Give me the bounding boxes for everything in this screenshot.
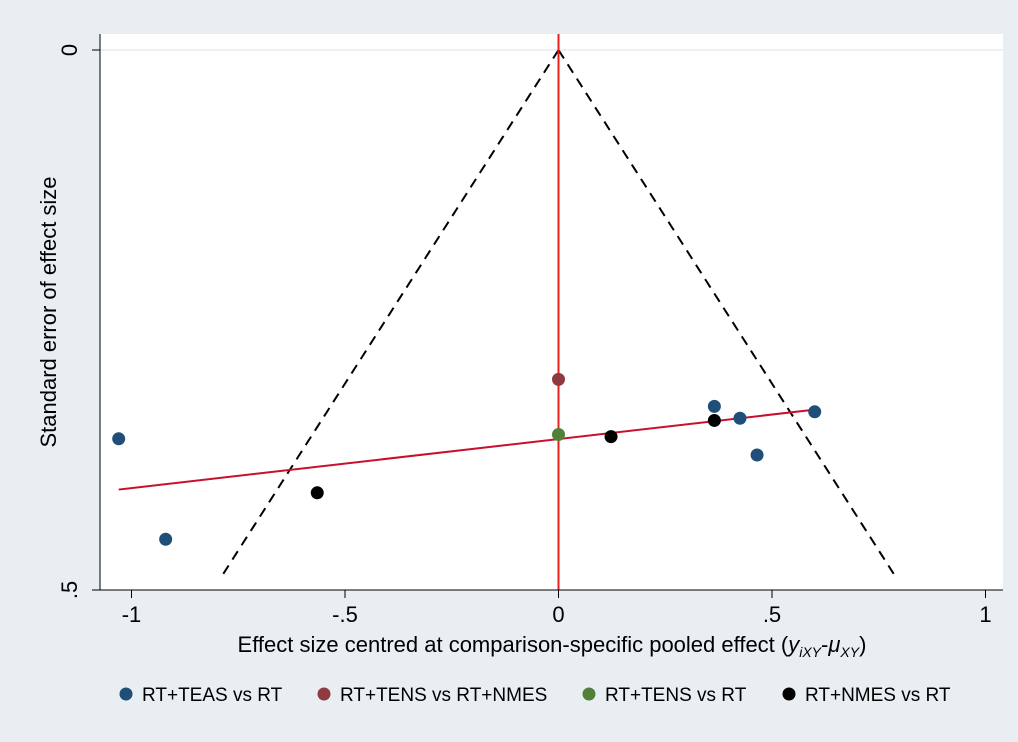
axes-layer (99, 34, 1003, 591)
legend-marker-0 (119, 687, 133, 701)
data-point-series-0-1 (159, 532, 173, 546)
y-ticks: 0.5 (57, 44, 100, 599)
x-tick-label-0: -1 (122, 602, 142, 627)
data-point-series-0-2 (707, 399, 721, 413)
funnel-right-line (557, 49, 895, 575)
legend: RT+TEAS vs RT RT+TENS vs RT+NMES RT+TENS v… (119, 685, 951, 706)
data-point-series-3-0 (310, 486, 324, 500)
y-axis-title: Standard error of effect size (36, 176, 61, 447)
x-axis-title-y-sub: iXY (799, 644, 822, 660)
y-tick-label-1: .5 (57, 581, 82, 599)
y-tick-label-0: 0 (57, 44, 82, 56)
legend-marker-1 (317, 687, 331, 701)
legend-label-0: RT+TEAS vs RT (142, 685, 283, 706)
regression-line-layer (118, 408, 815, 491)
data-point-series-0-0 (112, 432, 126, 446)
x-axis-title-close: ) (859, 632, 866, 657)
x-tick-label-3: .5 (763, 602, 781, 627)
funnel-left-line (222, 49, 560, 575)
legend-label-1: RT+TENS vs RT+NMES (340, 685, 547, 706)
x-tick-label-4: 1 (979, 602, 991, 627)
legend-label-3: RT+NMES vs RT (805, 685, 951, 706)
x-axis-title-mu: μ (827, 632, 840, 657)
legend-marker-3 (782, 687, 796, 701)
plot-area (100, 34, 1003, 590)
x-ticks: -1 -.5 0 .5 1 (122, 590, 992, 627)
x-axis-title-mu-sub: XY (839, 644, 860, 660)
data-point-series-1-0 (552, 372, 565, 386)
x-axis-title-y: y (786, 632, 801, 657)
x-tick-label-2: 0 (552, 602, 564, 627)
points-layer (112, 372, 822, 546)
data-point-series-3-1 (604, 430, 618, 444)
regression-line (118, 408, 815, 491)
funnel-layer (222, 49, 895, 575)
data-point-series-2-0 (552, 427, 565, 441)
x-axis-title: Effect size centred at comparison-specif… (238, 632, 867, 660)
x-tick-label-1: -.5 (332, 602, 358, 627)
data-point-series-0-3 (733, 411, 747, 425)
x-axis-title-main: Effect size centred at comparison-specif… (238, 632, 789, 657)
x-axis-title-dash: - (821, 632, 828, 657)
data-point-series-0-5 (808, 405, 822, 419)
data-point-series-3-2 (707, 413, 721, 427)
data-point-series-0-4 (750, 448, 764, 462)
legend-marker-2 (582, 687, 596, 701)
legend-label-2: RT+TENS vs RT (605, 685, 747, 706)
